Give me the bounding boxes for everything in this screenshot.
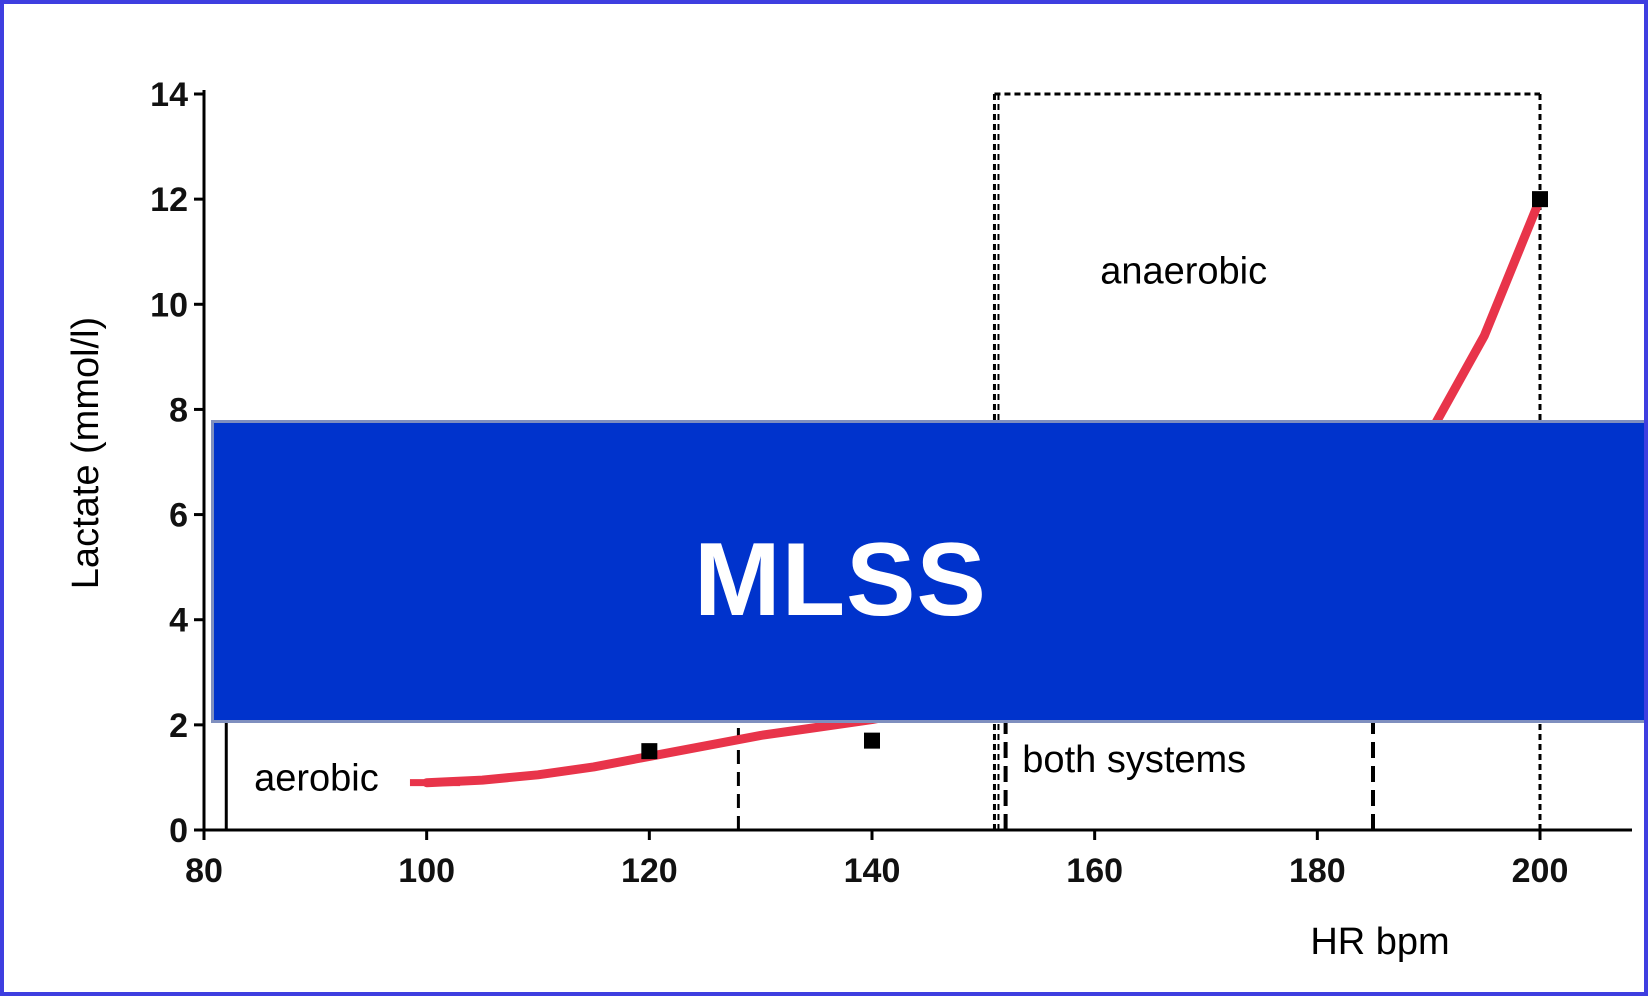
- y-axis-title: Lactate (mmol/l): [65, 317, 107, 589]
- y-tick-label: 8: [169, 391, 188, 429]
- data-point: [864, 732, 880, 749]
- x-tick-label: 160: [1066, 852, 1123, 890]
- x-axis-title: HR bpm: [1310, 921, 1449, 963]
- zone-labels: aerobic both systems anaerobic: [254, 250, 1267, 799]
- y-tick-label: 10: [150, 286, 188, 324]
- points-layer: [641, 191, 1548, 760]
- x-tick-label: 100: [398, 852, 455, 890]
- data-point: [1532, 191, 1548, 208]
- y-tick-label: 4: [169, 602, 188, 640]
- y-tick-label: 0: [169, 812, 188, 850]
- x-tick-label: 180: [1289, 852, 1346, 890]
- axes-layer: [202, 90, 1632, 832]
- data-point: [641, 743, 658, 760]
- x-tick-label: 200: [1512, 852, 1569, 890]
- y-ticks: 0 2 4 6 8 10 12 14: [150, 76, 204, 850]
- y-tick-label: 6: [169, 497, 188, 535]
- x-tick-label: 80: [185, 852, 223, 890]
- mlss-banner: MLSS: [211, 420, 1644, 723]
- zone-label: anaerobic: [1100, 250, 1267, 292]
- x-tick-label: 140: [844, 852, 901, 890]
- x-tick-label: 120: [621, 852, 678, 890]
- mlss-label: MLSS: [694, 522, 987, 638]
- y-tick-label: 14: [150, 76, 188, 114]
- x-ticks: 80 100 120 140 160 180 200: [185, 830, 1568, 890]
- zone-label: both systems: [1022, 739, 1246, 781]
- y-tick-label: 12: [150, 181, 188, 219]
- zone-label: aerobic: [254, 758, 379, 800]
- y-tick-label: 2: [169, 707, 188, 745]
